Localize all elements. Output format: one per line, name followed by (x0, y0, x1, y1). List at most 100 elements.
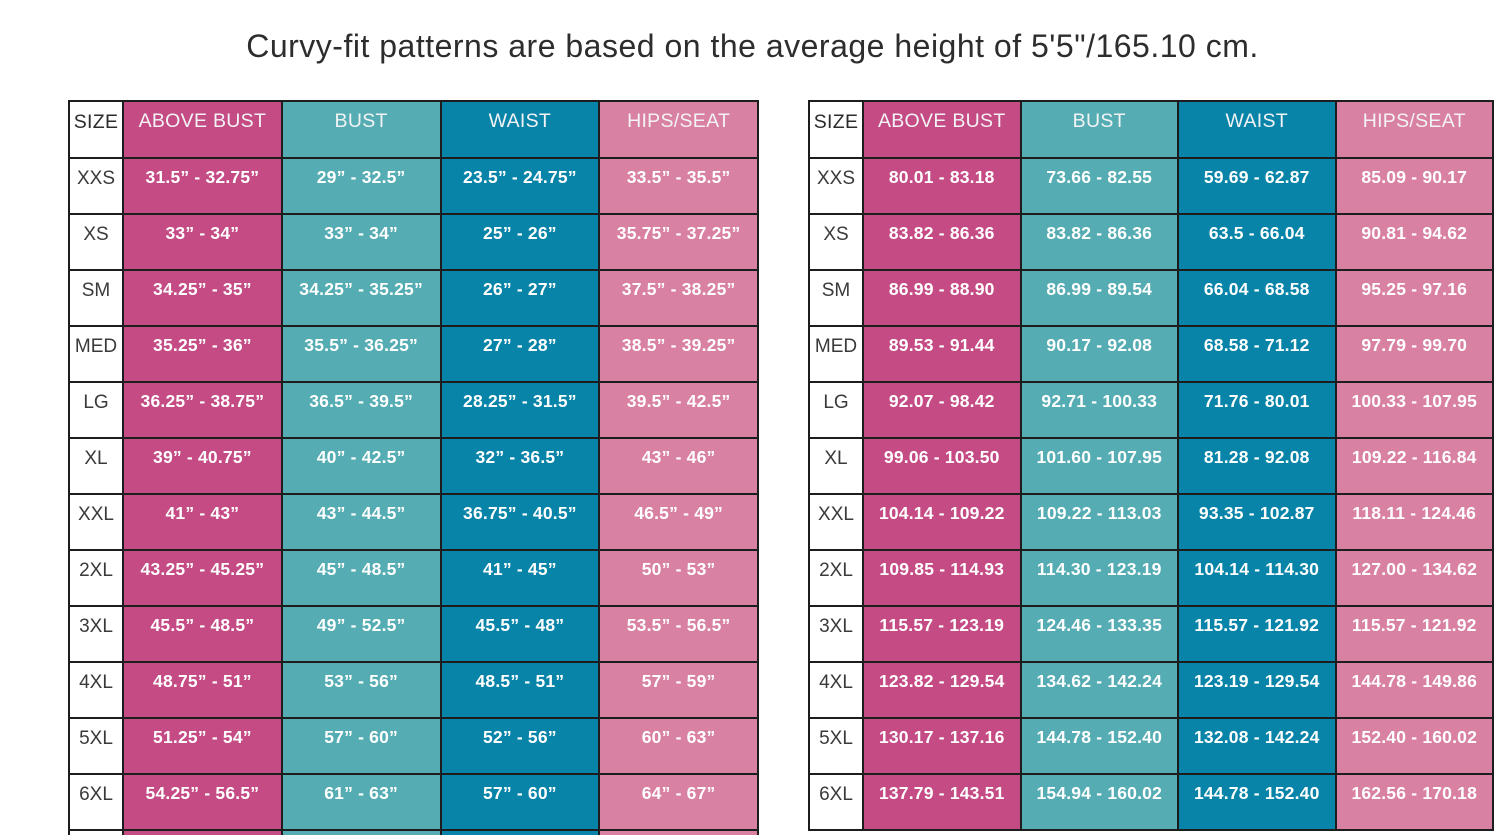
measurement-cell: 53.5” - 56.5” (600, 607, 757, 661)
measurement-cell: 36.5” - 39.5” (282, 383, 440, 437)
size-label-lg: LG (70, 383, 122, 437)
measurement-cell: 60” - 63” (600, 719, 757, 773)
measurement-cell: 61” - 63” (282, 775, 440, 829)
measurement-cell: 81.28 - 92.08 (1179, 439, 1335, 493)
measurement-cell: 118.11 - 124.46 (1336, 495, 1492, 549)
column-header-hips-seat: HIPS/SEAT (1336, 102, 1492, 157)
measurement-cell: 52” - 56” (441, 719, 599, 773)
measurement-cell: 90.81 - 94.62 (1336, 215, 1492, 269)
measurement-cell: 109.22 - 116.84 (1336, 439, 1492, 493)
measurement-cell: 27” - 28” (441, 327, 599, 381)
measurement-cell: 32” - 36.5” (441, 439, 599, 493)
size-label-6xl: 6XL (70, 775, 122, 829)
measurement-cell: 93.35 - 102.87 (1179, 495, 1335, 549)
measurement-cell: 48.5” - 51” (441, 663, 599, 717)
clipped-row-cell (441, 831, 599, 835)
measurement-cell: 53” - 56” (282, 663, 440, 717)
measurement-cell: 92.07 - 98.42 (864, 383, 1020, 437)
measurement-cell: 57” - 59” (600, 663, 757, 717)
size-label-5xl: 5XL (70, 719, 122, 773)
measurement-cell: 66.04 - 68.58 (1179, 271, 1335, 325)
measurement-cell: 41” - 45” (441, 551, 599, 605)
measurement-cell: 57” - 60” (282, 719, 440, 773)
measurement-cell: 92.71 - 100.33 (1021, 383, 1177, 437)
column-header-above-bust: ABOVE BUST (864, 102, 1020, 157)
measurement-cell: 34.25” - 35” (124, 271, 281, 325)
column-header-size: SIZE (70, 102, 122, 157)
measurement-cell: 28.25” - 31.5” (441, 383, 599, 437)
measurement-cell: 45.5” - 48” (441, 607, 599, 661)
measurement-cell: 86.99 - 89.54 (1021, 271, 1177, 325)
measurement-cell: 41” - 43” (124, 495, 281, 549)
measurement-cell: 86.99 - 88.90 (864, 271, 1020, 325)
measurement-cell: 29” - 32.5” (282, 159, 440, 213)
size-table-centimeters: SIZE ABOVE BUST BUST WAIST HIPS/SEAT XXS 80.01… (808, 100, 1494, 831)
measurement-cell: 57” - 60” (441, 775, 599, 829)
measurement-cell: 50” - 53” (600, 551, 757, 605)
measurement-cell: 154.94 - 160.02 (1021, 775, 1177, 829)
measurement-cell: 46.5” - 49” (600, 495, 757, 549)
size-label-2xl: 2XL (70, 551, 122, 605)
measurement-cell: 137.79 - 143.51 (864, 775, 1020, 829)
size-table-inches: SIZE ABOVE BUST BUST WAIST HIPS/SEAT XXS 31.5”… (68, 100, 759, 835)
measurement-cell: 83.82 - 86.36 (864, 215, 1020, 269)
size-label-xs: XS (810, 215, 862, 269)
measurement-cell: 114.30 - 123.19 (1021, 551, 1177, 605)
page-title: Curvy-fit patterns are based on the aver… (246, 28, 1259, 64)
size-label-sm: SM (70, 271, 122, 325)
size-label-xs: XS (70, 215, 122, 269)
measurement-cell: 80.01 - 83.18 (864, 159, 1020, 213)
measurement-cell: 51.25” - 54” (124, 719, 281, 773)
measurement-cell: 97.79 - 99.70 (1336, 327, 1492, 381)
measurement-cell: 31.5” - 32.75” (124, 159, 281, 213)
measurement-cell: 39.5” - 42.5” (600, 383, 757, 437)
measurement-cell: 64” - 67” (600, 775, 757, 829)
measurement-cell: 115.57 - 123.19 (864, 607, 1020, 661)
measurement-cell: 59.69 - 62.87 (1179, 159, 1335, 213)
measurement-cell: 95.25 - 97.16 (1336, 271, 1492, 325)
column-header-bust: BUST (1021, 102, 1177, 157)
size-label-2xl: 2XL (810, 551, 862, 605)
clipped-row-cell (600, 831, 757, 835)
measurement-cell: 123.19 - 129.54 (1179, 663, 1335, 717)
measurement-cell: 104.14 - 109.22 (864, 495, 1020, 549)
size-label-6xl: 6XL (810, 775, 862, 829)
column-header-hips-seat: HIPS/SEAT (600, 102, 757, 157)
measurement-cell: 45” - 48.5” (282, 551, 440, 605)
measurement-cell: 38.5” - 39.25” (600, 327, 757, 381)
size-label-sm: SM (810, 271, 862, 325)
measurement-cell: 35.75” - 37.25” (600, 215, 757, 269)
measurement-cell: 73.66 - 82.55 (1021, 159, 1177, 213)
size-label-4xl: 4XL (810, 663, 862, 717)
measurement-cell: 134.62 - 142.24 (1021, 663, 1177, 717)
measurement-cell: 144.78 - 152.40 (1021, 719, 1177, 773)
measurement-cell: 85.09 - 90.17 (1336, 159, 1492, 213)
measurement-cell: 36.25” - 38.75” (124, 383, 281, 437)
measurement-cell: 63.5 - 66.04 (1179, 215, 1335, 269)
size-label-xl: XL (70, 439, 122, 493)
clipped-row-cell (124, 831, 281, 835)
measurement-cell: 35.5” - 36.25” (282, 327, 440, 381)
measurement-cell: 71.76 - 80.01 (1179, 383, 1335, 437)
measurement-cell: 49” - 52.5” (282, 607, 440, 661)
measurement-cell: 48.75” - 51” (124, 663, 281, 717)
measurement-cell: 115.57 - 121.92 (1336, 607, 1492, 661)
measurement-cell: 124.46 - 133.35 (1021, 607, 1177, 661)
size-label-med: MED (810, 327, 862, 381)
size-label-4xl: 4XL (70, 663, 122, 717)
measurement-cell: 36.75” - 40.5” (441, 495, 599, 549)
measurement-cell: 25” - 26” (441, 215, 599, 269)
size-label-xxl: XXL (70, 495, 122, 549)
measurement-cell: 26” - 27” (441, 271, 599, 325)
column-header-waist: WAIST (441, 102, 599, 157)
measurement-cell: 33” - 34” (282, 215, 440, 269)
column-header-waist: WAIST (1179, 102, 1335, 157)
measurement-cell: 43.25” - 45.25” (124, 551, 281, 605)
size-label-3xl: 3XL (810, 607, 862, 661)
size-label-xl: XL (810, 439, 862, 493)
measurement-cell: 115.57 - 121.92 (1179, 607, 1335, 661)
measurement-cell: 39” - 40.75” (124, 439, 281, 493)
measurement-cell: 100.33 - 107.95 (1336, 383, 1492, 437)
size-label-5xl: 5XL (810, 719, 862, 773)
